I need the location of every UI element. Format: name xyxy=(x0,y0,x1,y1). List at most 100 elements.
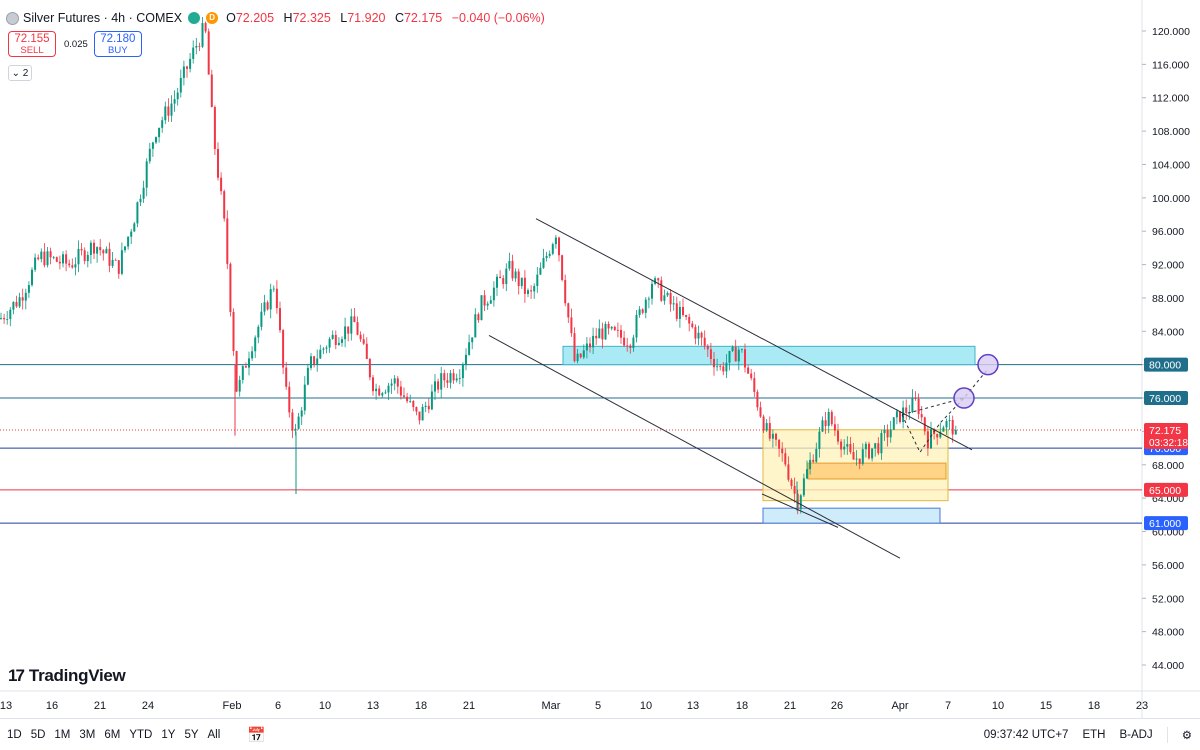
candle xyxy=(765,419,768,433)
range-1d[interactable]: 1D xyxy=(7,728,22,741)
candle xyxy=(508,252,511,271)
candle xyxy=(319,344,322,359)
candle xyxy=(365,337,368,360)
range-5y[interactable]: 5Y xyxy=(184,728,199,741)
buy-button[interactable]: 72.180 BUY xyxy=(93,31,142,57)
candle xyxy=(734,339,737,362)
x-tick-label: 24 xyxy=(142,700,154,712)
candle xyxy=(573,327,576,363)
candle xyxy=(372,375,374,396)
candle xyxy=(936,433,939,445)
settings-icon[interactable]: ⚙ xyxy=(1181,729,1192,742)
adjustment-toggle[interactable]: B-ADJ xyxy=(1119,728,1153,741)
indicators-toggle[interactable]: ⌄ 2 xyxy=(8,65,32,81)
candle xyxy=(610,325,613,331)
candle xyxy=(217,142,219,181)
candle xyxy=(815,442,818,463)
range-all[interactable]: All xyxy=(207,728,221,741)
candle xyxy=(424,401,427,412)
candle xyxy=(827,408,830,434)
candle xyxy=(248,351,250,376)
trend-line-0[interactable] xyxy=(535,218,973,451)
candle xyxy=(31,267,33,287)
candle xyxy=(455,373,458,383)
candle xyxy=(322,347,325,355)
candle xyxy=(505,263,508,292)
candle xyxy=(254,335,257,358)
projection-branch[interactable] xyxy=(901,397,965,416)
candle xyxy=(403,387,405,398)
candle xyxy=(378,385,381,397)
zone-3[interactable] xyxy=(762,507,941,524)
range-1m[interactable]: 1M xyxy=(54,728,71,741)
price-chart[interactable]: 44.00048.00052.00056.00060.00064.00068.0… xyxy=(0,0,1200,718)
candle xyxy=(471,337,474,350)
candle xyxy=(489,295,492,304)
svg-text:03:32:18: 03:32:18 xyxy=(1149,438,1188,449)
symbol-title[interactable]: Silver Futures · 4h · COMEX xyxy=(23,11,183,25)
candle xyxy=(6,310,9,325)
x-tick-label: 13 xyxy=(687,700,699,712)
x-tick-label: 26 xyxy=(831,700,843,712)
candle xyxy=(561,254,564,282)
x-tick-label: Apr xyxy=(891,700,908,712)
candle xyxy=(269,283,272,319)
zone-0[interactable] xyxy=(562,345,976,366)
target-circle-0[interactable] xyxy=(953,387,975,409)
candle xyxy=(585,336,588,359)
candle xyxy=(520,277,523,289)
candle xyxy=(480,295,483,321)
candle xyxy=(331,330,334,340)
tradingview-logo[interactable]: 17 TradingView xyxy=(8,666,126,685)
candle xyxy=(468,334,471,356)
candle xyxy=(300,407,303,426)
candle xyxy=(9,307,12,327)
range-selector: 1D 5D 1M 3M 6M YTD 1Y 5Y All xyxy=(7,729,229,741)
range-ytd[interactable]: YTD xyxy=(129,728,153,741)
range-1y[interactable]: 1Y xyxy=(161,728,176,741)
candle xyxy=(55,256,58,263)
candle xyxy=(694,324,697,345)
candle xyxy=(756,389,759,411)
candle xyxy=(0,312,2,320)
candle xyxy=(725,354,728,379)
candle xyxy=(545,251,548,262)
candle xyxy=(145,158,148,197)
y-tick-label: 56.000 xyxy=(1152,560,1184,572)
candle xyxy=(554,235,557,249)
candle xyxy=(868,441,870,460)
candle xyxy=(282,328,285,375)
candle xyxy=(799,493,802,514)
delayed-data-icon: D xyxy=(206,12,219,24)
clock[interactable]: 09:37:42 UTC+7 xyxy=(983,728,1069,741)
candle xyxy=(40,248,43,263)
trend-line-2[interactable] xyxy=(761,493,839,528)
candle xyxy=(43,243,46,268)
range-6m[interactable]: 6M xyxy=(104,728,121,741)
y-tick-label: 84.000 xyxy=(1152,326,1184,338)
x-tick-label: 7 xyxy=(945,700,951,712)
zone-2[interactable] xyxy=(807,462,947,480)
candle xyxy=(124,246,126,253)
candle xyxy=(697,325,700,346)
sell-button[interactable]: 72.155 SELL xyxy=(8,31,56,57)
candle xyxy=(806,460,808,480)
candle xyxy=(635,309,638,343)
session-toggle[interactable]: ETH xyxy=(1082,728,1106,741)
x-tick-label: 13 xyxy=(0,700,12,712)
candle xyxy=(548,250,551,259)
calendar-icon[interactable]: 📅 xyxy=(247,726,266,744)
candle xyxy=(855,450,858,466)
candle xyxy=(303,376,306,415)
candle xyxy=(678,301,681,328)
target-circle-1[interactable] xyxy=(977,353,999,376)
spread-value: 0.025 xyxy=(64,38,88,50)
x-tick-label: 23 xyxy=(1136,700,1148,712)
range-3m[interactable]: 3M xyxy=(79,728,96,741)
candle xyxy=(133,221,136,232)
trend-line-1[interactable] xyxy=(488,335,901,559)
range-5d[interactable]: 5D xyxy=(30,728,46,741)
candle xyxy=(496,273,498,296)
candle xyxy=(229,262,232,317)
candle xyxy=(914,391,917,401)
